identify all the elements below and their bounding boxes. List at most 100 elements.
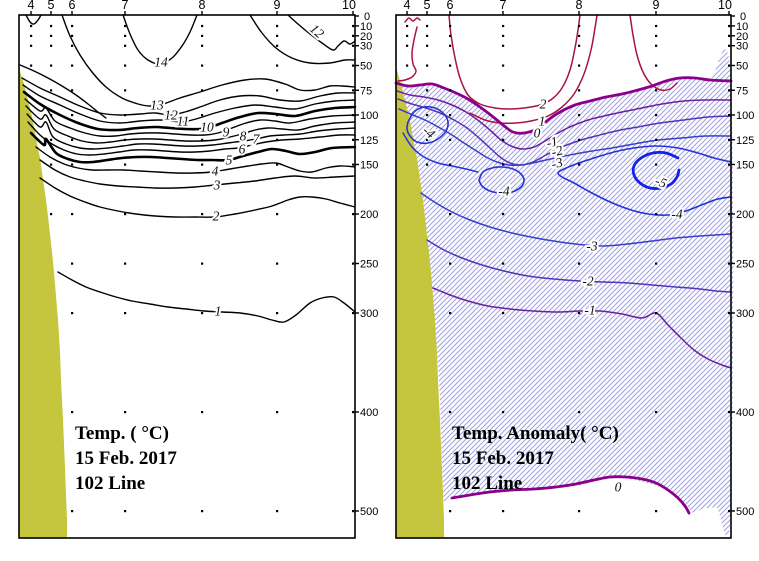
depth-label: 500 [736,506,754,518]
data-point [578,64,581,67]
data-point [502,44,505,47]
data-point [50,213,53,216]
data-point [276,510,279,513]
data-point [578,89,581,92]
data-point [728,138,731,141]
right-panel-date: 15 Feb. 2017 [452,448,554,469]
data-point [124,312,127,315]
data-point [124,34,127,37]
contour-line-minor [19,64,107,119]
data-point [502,312,505,315]
data-point [71,262,74,265]
contour-line--1 [432,287,732,369]
data-point [124,114,127,117]
data-point [502,411,505,414]
data-point [728,312,731,315]
contour-lines [19,14,357,323]
data-point [578,114,581,117]
data-point [728,114,731,117]
station-label: 8 [576,0,583,12]
station-label: 6 [447,0,454,12]
station-label: 6 [69,0,76,12]
data-point [578,510,581,513]
panel-anomaly: 210-1-2-3-4-4-5-4-3-2-104 5 6 7 8 9 1001020305… [394,0,754,539]
contour-line-0 [394,76,733,135]
depth-label: 100 [736,110,754,122]
data-point [406,34,409,37]
data-point [426,89,429,92]
data-point [578,138,581,141]
station-axis: 4 5 6 7 8 9 10 [404,0,732,15]
contour-line-13 [61,14,356,107]
data-point [449,262,452,265]
station-label: 10 [718,0,732,12]
depth-label: 250 [736,259,754,271]
contour-line-7 [26,113,356,150]
data-point [201,163,204,166]
data-point [50,44,53,47]
depth-label: 400 [736,407,754,419]
station-label: 4 [28,0,35,12]
data-point [655,89,658,92]
depth-label: 50 [360,61,372,73]
depth-label: 75 [736,85,748,97]
contour-label-2: 2 [213,209,220,224]
data-point [201,312,204,315]
contour-label-12: 12 [307,21,327,41]
data-point [655,262,658,265]
right-panel-line: 102 Line [452,473,523,494]
data-point [30,64,33,67]
data-point [449,213,452,216]
contour-label-1: 1 [539,114,546,129]
station-axis: 4 5 6 7 8 9 10 [28,0,356,15]
data-point [201,34,204,37]
data-point [502,64,505,67]
data-point [201,64,204,67]
data-point [276,411,279,414]
station-label: 9 [274,0,281,12]
data-point [201,138,204,141]
data-point [578,312,581,315]
contour-label-11: 11 [177,114,190,129]
contour-label--4: -4 [671,207,682,222]
data-point [502,114,505,117]
data-point [30,34,33,37]
contour-line-3 [39,159,356,189]
data-point [71,163,74,166]
contour-label-4: 4 [212,164,219,179]
depth-label: 50 [736,61,748,73]
data-point [71,89,74,92]
data-point [578,34,581,37]
contour-line-11 [22,84,356,124]
contour-line-minor [404,17,421,23]
data-point [578,24,581,28]
data-point [276,44,279,47]
contour-line-12 [287,14,356,51]
data-point [728,411,731,414]
data-point [502,34,505,37]
contour-line-6 [27,121,356,156]
contour-line--3 [420,192,732,247]
data-point [124,24,127,28]
data-point [655,510,658,513]
contour-label--1: -1 [584,303,595,318]
data-point [502,213,505,216]
left-panel-line: 102 Line [75,473,146,494]
data-point [50,114,53,117]
data-point [352,163,355,166]
data-point [50,163,53,166]
data-point [728,44,731,47]
contour-label-13: 13 [150,98,164,113]
depth-label: 150 [736,160,754,172]
depth-label: 250 [360,259,378,271]
depth-label: 200 [736,209,754,221]
depth-label: 300 [360,308,378,320]
data-point [50,64,53,67]
contour-line--4 [557,145,732,216]
data-point [352,138,355,141]
contour-line--1 [396,90,732,150]
data-point [201,114,204,117]
depth-label: 500 [360,506,378,518]
data-point [71,138,74,141]
